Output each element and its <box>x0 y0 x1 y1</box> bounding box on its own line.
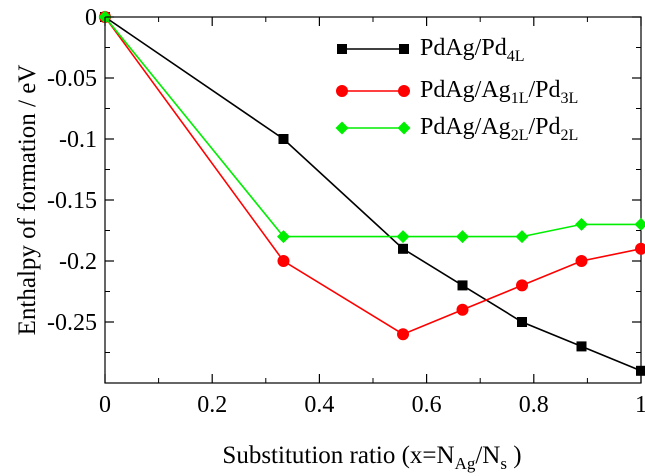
y-tick-label: -0.15 <box>47 188 97 214</box>
legend-marker <box>335 121 349 135</box>
ticks-group: 0 0.2 0.4 0.6 0.8 1 0 -0.05 -0.1 -0.15 -0.2 -0.25 <box>47 5 645 418</box>
series-line <box>104 16 642 372</box>
x-tick-label: 0.4 <box>304 392 334 418</box>
data-point <box>575 217 589 231</box>
series-1 <box>100 12 645 376</box>
legend-item-1: PdAg/Pd4L <box>337 35 524 65</box>
x-tick-label: 0.2 <box>197 392 227 418</box>
legend-marker <box>336 85 348 97</box>
data-point <box>456 230 470 244</box>
x-tick-label: 0.8 <box>519 392 549 418</box>
data-point <box>576 341 587 352</box>
series-group <box>98 10 645 376</box>
y-tick-label: 0 <box>85 5 97 31</box>
y-axis-title: Enthalpy of formation / eV <box>14 65 41 336</box>
y-tick-label: -0.1 <box>59 127 97 153</box>
series-line <box>104 16 642 336</box>
x-axis-title: Substitution ratio (x=NAg/Ns ) <box>222 442 521 473</box>
data-point <box>575 255 588 267</box>
legend-item-2: PdAg/Ag1L/Pd3L <box>336 77 578 107</box>
data-point <box>457 280 468 291</box>
data-point <box>517 317 528 327</box>
legend: PdAg/Pd4L PdAg/Ag1L/Pd3L PdAg/Ag2L/Pd2L <box>335 35 578 144</box>
data-point <box>397 328 410 341</box>
legend-label: PdAg/Ag2L/Pd2L <box>420 114 578 144</box>
legend-label: PdAg/Ag1L/Pd3L <box>420 77 578 107</box>
legend-label: PdAg/Pd4L <box>420 35 524 65</box>
data-point <box>277 255 290 267</box>
legend-item-3: PdAg/Ag2L/Pd2L <box>335 114 578 144</box>
y-tick-label: -0.25 <box>47 310 97 336</box>
y-tick-label: -0.05 <box>47 66 97 92</box>
legend-marker <box>397 121 411 135</box>
legend-marker <box>399 44 409 54</box>
legend-marker <box>337 44 347 54</box>
data-point <box>396 230 410 244</box>
data-point <box>516 279 529 292</box>
x-tick-label: 0 <box>99 392 111 418</box>
data-point <box>456 303 469 316</box>
x-tick-label: 1 <box>635 392 645 418</box>
data-point <box>398 243 409 254</box>
data-point <box>634 217 645 231</box>
y-tick-label: -0.2 <box>59 249 97 275</box>
series-2 <box>99 11 645 341</box>
series-3 <box>98 10 645 244</box>
data-point <box>636 365 645 376</box>
data-point <box>276 230 290 244</box>
data-point <box>278 134 289 144</box>
x-tick-label: 0.6 <box>412 392 442 418</box>
data-point <box>515 230 529 244</box>
data-point <box>635 242 645 255</box>
legend-marker <box>398 85 410 97</box>
